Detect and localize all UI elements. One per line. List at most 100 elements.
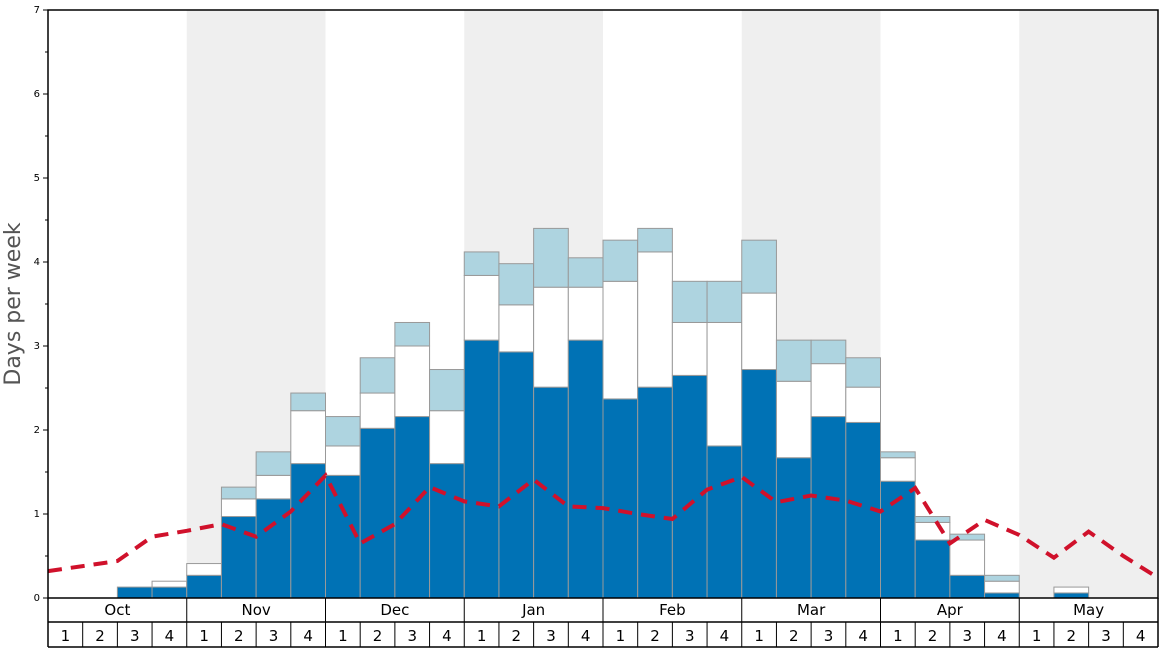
- bar-segment: [463, 274, 500, 341]
- week-label: 1: [61, 627, 71, 645]
- bar-segment: [671, 280, 708, 323]
- bar-segment: [463, 339, 500, 599]
- week-label: 1: [477, 627, 487, 645]
- bar-segment: [741, 239, 777, 294]
- week-label: 1: [893, 627, 903, 645]
- bar-segment: [775, 380, 812, 459]
- bar-segment: [567, 286, 604, 341]
- bar-segment: [706, 280, 743, 323]
- month-label: Feb: [659, 601, 686, 619]
- bar-segment: [567, 257, 604, 288]
- bar-segment: [671, 321, 708, 376]
- week-label: 4: [720, 627, 730, 645]
- y-tick-label: 3: [34, 341, 40, 352]
- average-line-path: [47, 471, 1160, 580]
- bar-segment: [914, 539, 951, 599]
- week-label: 2: [234, 627, 244, 645]
- bar-segment: [949, 533, 986, 541]
- week-label: 3: [824, 627, 834, 645]
- bar-segment: [567, 339, 604, 599]
- average-line: [47, 471, 1160, 580]
- bar-segment: [602, 280, 639, 400]
- month-label: May: [1073, 601, 1104, 619]
- bar-segment: [429, 463, 465, 599]
- y-tick-label: 2: [34, 425, 40, 436]
- month-label: Dec: [380, 601, 409, 619]
- week-label: 1: [754, 627, 764, 645]
- week-label: 2: [789, 627, 799, 645]
- week-label: 2: [373, 627, 383, 645]
- bar-segment: [1053, 586, 1090, 594]
- week-label: 2: [95, 627, 105, 645]
- week-label: 3: [962, 627, 972, 645]
- bar-segment: [359, 427, 396, 599]
- bar-segment: [325, 416, 361, 447]
- week-label: 3: [269, 627, 279, 645]
- bar-segment: [186, 574, 222, 599]
- bar-segment: [359, 392, 396, 429]
- bar-segment: [880, 451, 916, 459]
- bar-segment: [810, 339, 847, 365]
- bar-segment: [810, 363, 847, 418]
- bar-segment: [255, 474, 292, 500]
- bar-segment: [498, 304, 535, 353]
- bar-segment: [845, 357, 881, 388]
- y-tick-label: 6: [34, 89, 40, 100]
- bar-segment: [949, 574, 986, 599]
- week-label: 3: [130, 627, 140, 645]
- bar-segment: [637, 227, 673, 253]
- bar-segment: [914, 516, 951, 523]
- week-label: 2: [650, 627, 660, 645]
- bar-segment: [290, 392, 326, 412]
- y-tick-label: 4: [34, 257, 40, 268]
- month-label: Mar: [797, 601, 826, 619]
- month-label: Jan: [521, 601, 545, 619]
- bar-segment: [255, 451, 292, 476]
- x-axis: Oct Nov Dec Jan Feb Mar Apr May 1 2 3 4 1 2 3 4 1 2 3 4 1 2 3 4…: [47, 598, 1159, 648]
- week-label: 4: [303, 627, 313, 645]
- bar-segment: [637, 386, 673, 599]
- y-tick-label: 1: [34, 509, 40, 520]
- bar-segment: [845, 386, 881, 423]
- y-axis: 0 1 2 3 4 5 6 7: [34, 5, 48, 604]
- week-label: 2: [512, 627, 522, 645]
- week-label: 1: [338, 627, 348, 645]
- bar-segment: [394, 321, 431, 347]
- bar-segment: [220, 486, 257, 500]
- bar-segment: [429, 369, 465, 412]
- bar-segment: [151, 586, 188, 599]
- month-band: [1019, 10, 1158, 598]
- week-label: 4: [858, 627, 868, 645]
- bar-segment: [880, 457, 916, 482]
- bar-segment: [533, 386, 569, 599]
- bar-segment: [463, 251, 500, 276]
- bar-segment: [116, 586, 153, 599]
- month-label: Nov: [241, 601, 270, 619]
- bar-segment: [394, 345, 431, 418]
- week-label: 4: [997, 627, 1007, 645]
- week-label: 3: [546, 627, 556, 645]
- week-label: 1: [616, 627, 626, 645]
- bar-segment: [429, 410, 465, 465]
- week-label: 4: [1136, 627, 1146, 645]
- week-label: 2: [1067, 627, 1077, 645]
- bar-segment: [151, 580, 188, 588]
- bar-segment: [637, 251, 673, 388]
- stacked-bars: [116, 227, 1090, 599]
- bar-segment: [1053, 592, 1090, 599]
- bar-segment: [775, 339, 812, 382]
- bar-segment: [533, 227, 569, 288]
- bar-segment: [290, 463, 326, 599]
- bar-segment: [949, 539, 986, 576]
- bar-segment: [984, 592, 1020, 599]
- bar-segment: [810, 416, 847, 599]
- bar-segment: [602, 239, 639, 282]
- bar-segment: [706, 445, 743, 599]
- bar-segment: [533, 286, 569, 388]
- bar-segment: [914, 521, 951, 541]
- week-label: 1: [1032, 627, 1042, 645]
- plot-frame: [47, 9, 1159, 599]
- bar-segment: [706, 321, 743, 447]
- bar-segment: [498, 263, 535, 306]
